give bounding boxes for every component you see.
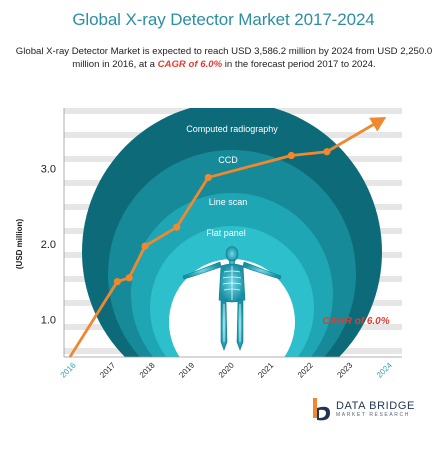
x-tick-label: 2024: [375, 360, 394, 379]
data-point: [204, 173, 212, 182]
y-tick-label: 1.0: [41, 314, 56, 326]
trend-line-series: [68, 117, 387, 358]
logo: DATA BRIDGE MARKET RESEARCH: [336, 400, 415, 418]
x-tick-label: 2021: [256, 360, 275, 379]
layer-label-computed-radiography: Computed radiography: [186, 124, 278, 134]
subtitle-text-after: in the forecast period 2017 to 2024.: [222, 59, 376, 70]
data-point: [173, 223, 181, 231]
xray-body-icon: [182, 246, 282, 351]
logo-main-text: DATA BRIDGE: [336, 400, 415, 412]
y-tick-label: 3.0: [41, 163, 56, 175]
x-tick-labels: 2016 2017 2018 2019 2020 2021 2022 2023 2024: [59, 360, 395, 379]
x-tick-label: 2018: [138, 360, 157, 379]
layer-label-ccd: CCD: [218, 155, 238, 165]
logo-sub-text: MARKET RESEARCH: [336, 412, 410, 418]
y-axis-label: (USD million): [15, 219, 24, 270]
page-title: Global X-ray Detector Market 2017-2024: [72, 10, 375, 29]
layer-label-line-scan: Line scan: [209, 197, 248, 207]
x-tick-label: 2023: [335, 360, 354, 379]
x-tick-label: 2016: [59, 360, 78, 379]
x-tick-label: 2019: [177, 360, 196, 379]
cagr-annotation: CAGR of 6.0%: [322, 316, 389, 327]
subtitle: Global X-ray Detector Market is expected…: [14, 45, 434, 71]
data-point: [113, 277, 121, 286]
data-point: [287, 151, 295, 160]
data-point: [323, 148, 331, 156]
data-point: [125, 274, 133, 282]
x-tick-label: 2017: [98, 360, 117, 379]
x-tick-label: 2022: [296, 360, 315, 379]
y-tick-label: 2.0: [41, 239, 56, 251]
subtitle-text-before: Global X-ray Detector Market is expected…: [15, 46, 433, 70]
y-tick-labels: 1.0 2.0 3.0: [41, 163, 56, 326]
ring-inner: [169, 259, 295, 357]
data-point: [141, 242, 149, 250]
subtitle-cagr: CAGR of 6.0%: [157, 59, 223, 70]
trend-arrowhead: [369, 117, 387, 132]
layer-label-flat-panel: Flat panel: [206, 228, 246, 238]
x-tick-label: 2020: [217, 360, 236, 379]
data-bridge-logo-icon: [313, 398, 330, 421]
